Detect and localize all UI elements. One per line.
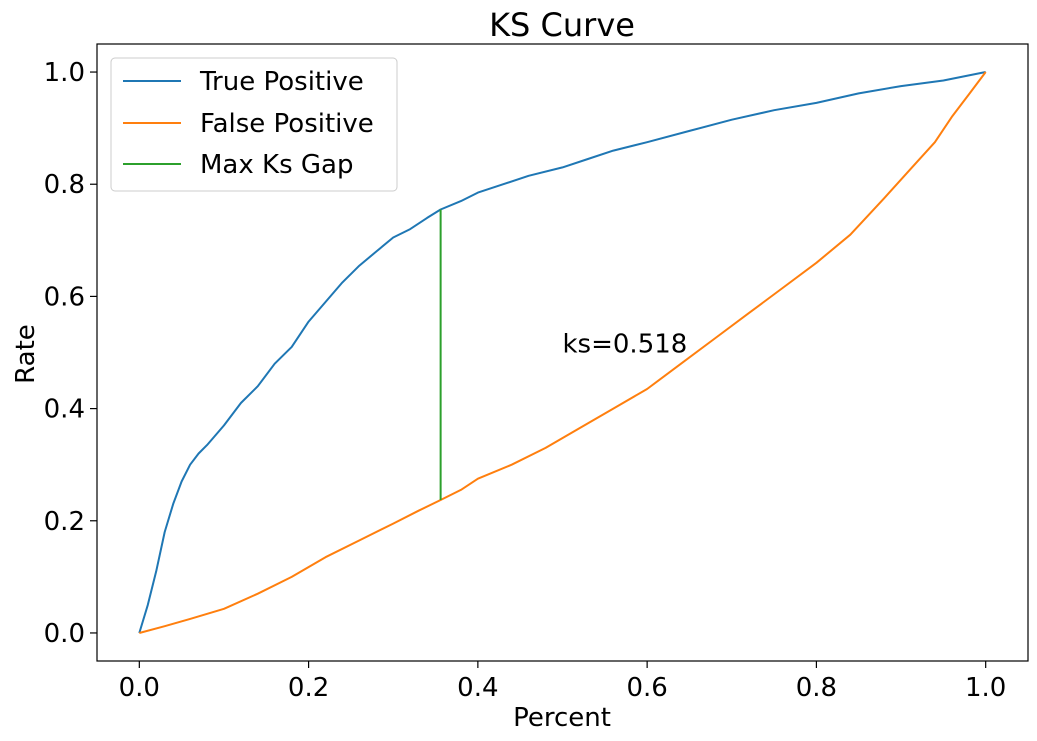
ks-annotation: ks=0.518: [563, 330, 688, 360]
y-tick-label: 0.4: [44, 395, 85, 425]
legend-box: [110, 57, 398, 192]
false-positive-line: [139, 71, 987, 634]
axes-frame: [96, 43, 1029, 662]
legend-label-false-positive: False Positive: [200, 109, 374, 139]
x-tick-label: 0.2: [288, 673, 329, 703]
x-tick-label: 0.0: [119, 673, 160, 703]
y-tick-label: 0.8: [44, 170, 85, 200]
y-tick-label: 1.0: [44, 58, 85, 88]
y-tick-label: 0.6: [44, 282, 85, 312]
y-axis-label: Rate: [11, 324, 41, 384]
y-tick-label: 0.2: [44, 507, 85, 537]
x-axis-label: Percent: [513, 703, 611, 733]
x-tick-label: 1.0: [965, 673, 1006, 703]
x-tick-label: 0.4: [457, 673, 498, 703]
x-tick-label: 0.8: [796, 673, 837, 703]
y-axis-ticks: 0.0 0.2 0.4 0.6 0.8 1.0: [44, 58, 97, 649]
legend: True Positive False Positive Max Ks Gap: [110, 57, 398, 192]
series-layer: [138, 71, 987, 634]
x-tick-label: 0.6: [626, 673, 667, 703]
x-axis-ticks: 0.0 0.2 0.4 0.6 0.8 1.0: [119, 661, 1006, 703]
chart-title: KS Curve: [489, 6, 635, 44]
legend-label-max-ks-gap: Max Ks Gap: [200, 150, 353, 180]
y-tick-label: 0.0: [44, 619, 85, 649]
legend-label-true-positive: True Positive: [199, 67, 364, 97]
true-positive-line: [138, 71, 986, 634]
